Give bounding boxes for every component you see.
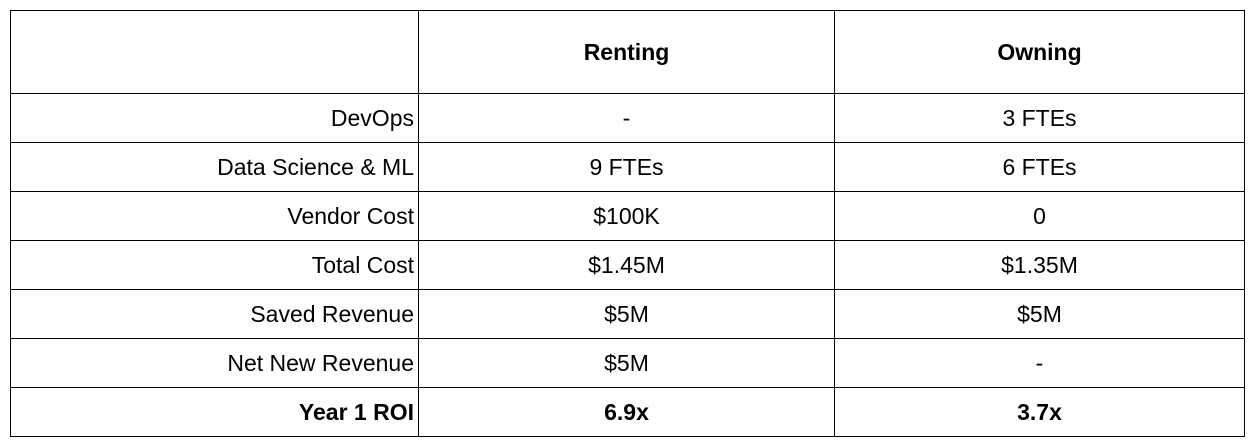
owning-value: 0 [834,191,1245,241]
row-label: DevOps [10,93,419,143]
table-row: Saved Revenue $5M $5M [10,289,1245,339]
owning-value: - [834,338,1245,388]
renting-value: 9 FTEs [418,142,835,192]
renting-value: $1.45M [418,240,835,290]
row-label: Vendor Cost [10,191,419,241]
header-renting: Renting [418,10,835,94]
renting-value: - [418,93,835,143]
row-label: Data Science & ML [10,142,419,192]
renting-value: $5M [418,338,835,388]
table-body: DevOps -3 FTEs Data Science & ML 9 FTEs 6 FT… [10,93,1245,437]
header-empty-cell [10,10,419,94]
renting-value: $5M [418,289,835,339]
table-row: Year 1 ROI 6.9x 3.7x [10,387,1245,437]
renting-value: 6.9x [418,387,835,437]
header-owning: Owning [834,10,1245,94]
renting-value: $100K [418,191,835,241]
row-label: Net New Revenue [10,338,419,388]
owning-value: 3.7x [834,387,1245,437]
table-row: Net New Revenue $5M - [10,338,1245,388]
comparison-table-container: Renting Owning DevOps -3 FTEs Data Science… [10,10,1245,437]
row-label: Year 1 ROI [10,387,419,437]
owning-value: 6 FTEs [834,142,1245,192]
table-row: Total Cost $1.45M $1.35M [10,240,1245,290]
table-row: DevOps -3 FTEs [10,93,1245,143]
table-header: Renting Owning [10,10,1245,94]
owning-value: 3 FTEs [834,93,1245,143]
owning-value: $5M [834,289,1245,339]
table-row: Data Science & ML 9 FTEs 6 FTEs [10,142,1245,192]
header-row: Renting Owning [10,10,1245,94]
row-label: Saved Revenue [10,289,419,339]
table-row: Vendor Cost $100K 0 [10,191,1245,241]
owning-value: $1.35M [834,240,1245,290]
renting-vs-owning-table: Renting Owning DevOps -3 FTEs Data Science… [10,10,1245,437]
row-label: Total Cost [10,240,419,290]
